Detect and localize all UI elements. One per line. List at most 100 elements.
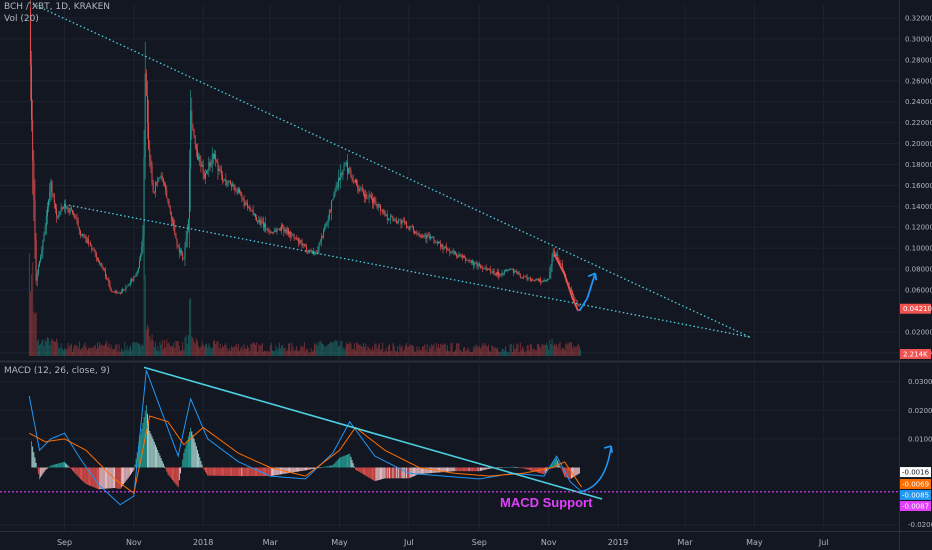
volume-bar [575, 347, 577, 356]
candle-body [94, 250, 96, 254]
macd-histogram-bar [431, 467, 433, 474]
macd-histogram-bar [352, 463, 354, 468]
macd-histogram-bar [119, 467, 121, 490]
candle-body [100, 263, 102, 265]
candle-body [327, 219, 329, 224]
time-axis-tick: Jul [818, 538, 829, 547]
candle-body [73, 213, 75, 216]
candle-body [236, 190, 238, 194]
symbol-title[interactable]: BCH / XBT, 1D, KRAKEN [4, 2, 111, 12]
candle-body [106, 276, 108, 280]
candle-body [279, 229, 281, 231]
volume-bar [417, 350, 419, 356]
candle-body [420, 235, 422, 237]
candle-body [572, 291, 573, 295]
volume-bar [93, 345, 95, 356]
macd-histogram-bar [124, 467, 126, 483]
price-axis-tick: 0.12000 [905, 224, 932, 232]
macd-projection-arrow [579, 445, 612, 493]
candle-body [203, 174, 205, 179]
volume-bar [270, 343, 272, 356]
volume-indicator-label[interactable]: Vol (20) [4, 14, 39, 24]
candle-body [181, 250, 183, 254]
macd-histogram-bar [268, 467, 270, 477]
volume-bar [161, 339, 163, 356]
macd-histogram-bar [84, 467, 86, 484]
projection-arrow-shaft [578, 297, 589, 312]
candle-body [551, 257, 553, 266]
volume-bar [381, 348, 383, 356]
candle-body [317, 248, 319, 253]
candle-body [110, 287, 112, 292]
macd-histogram-bar [279, 467, 281, 475]
time-axis-tick: Nov [541, 538, 557, 547]
candle-body [68, 210, 70, 213]
volume-bar [127, 350, 129, 356]
volume-bar [262, 351, 264, 356]
candle-body [58, 213, 60, 217]
macd-histogram-bar [142, 422, 144, 468]
volume-bar [34, 313, 36, 356]
macd-histogram-bar [66, 464, 68, 468]
candle-body [335, 185, 337, 191]
volume-bar [302, 347, 304, 356]
volume-bar [577, 343, 579, 356]
candle-body [251, 209, 253, 211]
candle-body [141, 246, 143, 256]
candle-body [344, 163, 346, 165]
volume-bar [207, 347, 209, 356]
volume-bar [319, 340, 321, 356]
candle-body [549, 272, 551, 279]
volume-bar [36, 341, 38, 356]
candle-body [248, 207, 250, 209]
macd-histogram-bar [217, 467, 219, 476]
volume-bar [461, 352, 463, 356]
candle-body [494, 272, 496, 275]
macd-histogram-bar [386, 467, 388, 479]
candle-body [42, 240, 44, 251]
candle-body [531, 279, 533, 281]
candle-body [117, 292, 119, 294]
macd-histogram-bar [83, 467, 85, 483]
volume-bar [513, 344, 514, 356]
candle-body [87, 239, 89, 244]
candle-body [123, 289, 125, 291]
volume-bar [524, 352, 526, 356]
volume-bar [249, 351, 251, 356]
volume-bar [434, 351, 436, 356]
volume-bar [536, 344, 538, 356]
candle-body [336, 185, 338, 187]
macd-histogram-bar [334, 462, 336, 468]
volume-bar [200, 346, 202, 356]
macd-indicator-label[interactable]: MACD (12, 26, close, 9) [4, 366, 110, 376]
candle-body [74, 215, 76, 218]
volume-bar [273, 351, 275, 356]
macd-histogram-bar [189, 431, 190, 468]
volume-bar [361, 346, 363, 356]
candle-body [539, 279, 541, 281]
volume-bar [566, 342, 568, 356]
macd-histogram-bar [220, 467, 222, 476]
candle-body [447, 249, 448, 251]
candle-body [369, 194, 371, 196]
macd-histogram-bar [202, 467, 204, 469]
volume-bar [265, 351, 267, 356]
volume-bar [52, 340, 54, 356]
macd-histogram-bar [99, 467, 101, 490]
candle-body [377, 203, 379, 208]
candle-body [543, 279, 545, 282]
volume-bar [567, 344, 569, 356]
macd-histogram-bar [519, 467, 521, 469]
volume-bar [318, 341, 320, 356]
macd-histogram-bar [484, 467, 486, 470]
volume-bar [226, 347, 228, 356]
macd-histogram-bar [223, 467, 225, 476]
candle-body [558, 258, 560, 260]
candle-body [469, 261, 471, 262]
volume-bar [211, 347, 213, 356]
candle-body [222, 175, 223, 181]
volume-bar [474, 347, 476, 356]
candle-body [301, 242, 303, 246]
candle-body [281, 225, 283, 231]
